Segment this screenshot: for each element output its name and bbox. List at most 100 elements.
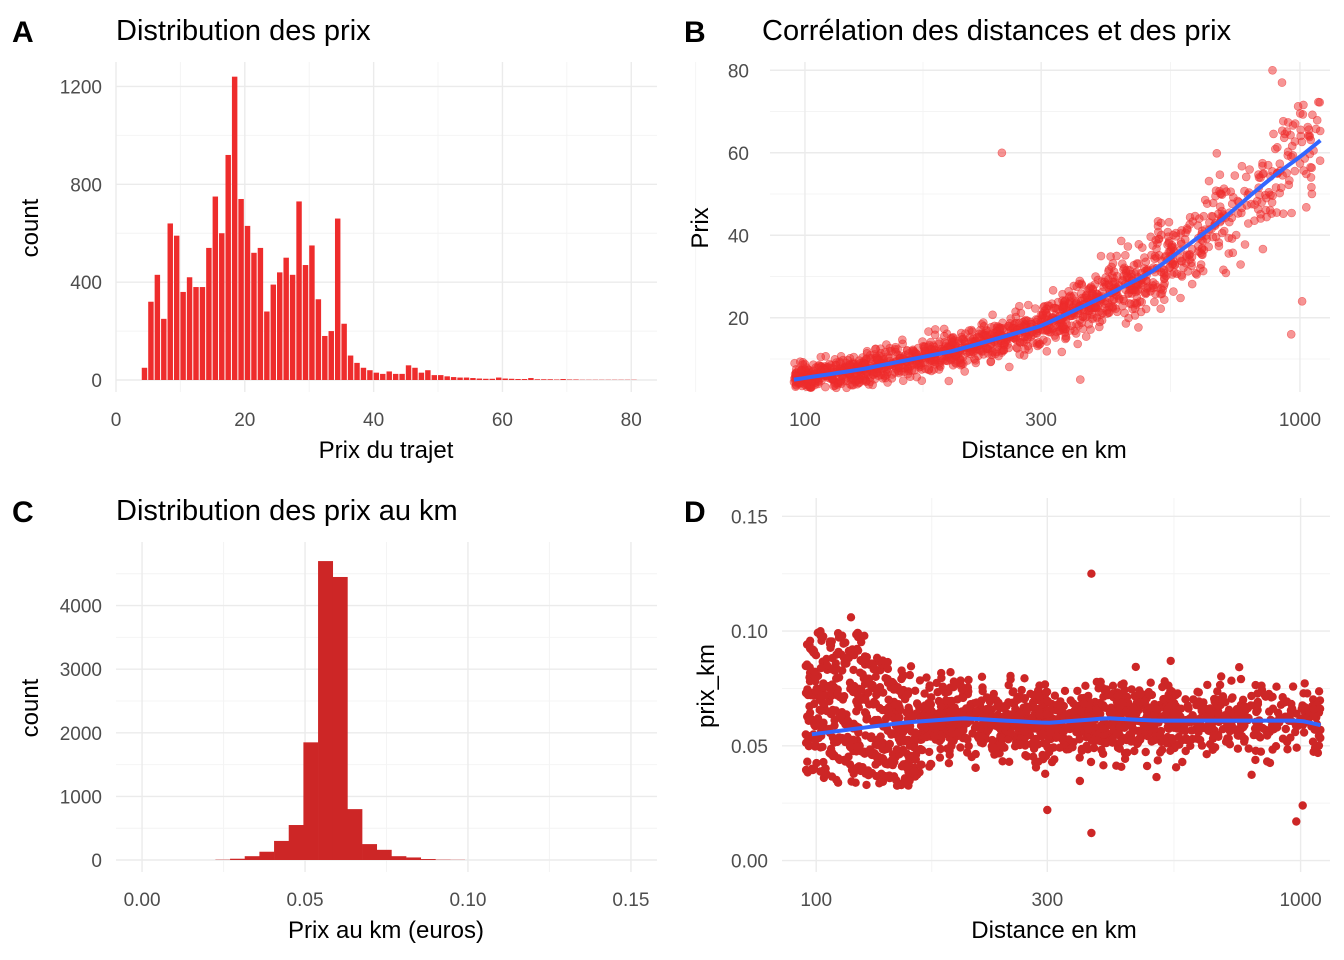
scatter-point (986, 357, 996, 366)
scatter-point (1238, 695, 1248, 704)
scatter-point (812, 758, 821, 768)
scatter-point (1215, 170, 1225, 179)
scatter-point (1156, 304, 1165, 314)
scatter-point (882, 340, 891, 349)
scatter-point (1130, 304, 1140, 313)
scatter-point (964, 675, 973, 685)
scatter-point (1314, 687, 1324, 696)
scatter-point (822, 654, 831, 664)
scatter-point (1079, 699, 1089, 708)
scatter-point (1250, 724, 1260, 733)
scatter-point (1208, 724, 1217, 733)
scatter-point (1304, 125, 1314, 134)
scatter-point (827, 637, 836, 646)
scatter-point (1045, 729, 1055, 738)
scatter-point (1049, 323, 1058, 333)
scatter-point (1176, 293, 1185, 303)
scatter-point (1004, 698, 1013, 707)
scatter-point (935, 709, 945, 718)
scatter-point (905, 670, 914, 680)
scatter-point (1031, 763, 1041, 772)
scatter-point (805, 636, 815, 645)
scatter-point (1042, 687, 1052, 697)
scatter-point (1113, 691, 1123, 700)
scatter-point (1268, 692, 1277, 701)
scatter-point (1154, 227, 1163, 237)
panel-d-y-axis-title: prix_km (693, 644, 720, 728)
scatter-point (811, 740, 820, 749)
histogram-bar (318, 561, 334, 860)
scatter-point (817, 706, 826, 715)
scatter-point (898, 670, 908, 680)
scatter-point (853, 646, 863, 655)
scatter-point (1093, 275, 1103, 285)
scatter-point (1150, 297, 1159, 307)
scatter-point (1306, 135, 1315, 145)
scatter-point (909, 752, 918, 761)
scatter-point (1295, 159, 1305, 168)
scatter-point (1124, 698, 1133, 707)
scatter-point (846, 613, 856, 622)
scatter-point (997, 148, 1007, 158)
scatter-point (1012, 343, 1022, 353)
histogram-bar (399, 373, 405, 380)
scatter-point (1116, 737, 1126, 747)
scatter-point (1091, 302, 1100, 312)
y-tick-label: 400 (70, 273, 102, 294)
scatter-point (1196, 724, 1206, 733)
histogram-bar (406, 857, 422, 860)
x-tick-label: 100 (800, 890, 832, 911)
scatter-point (1299, 689, 1308, 698)
scatter-point (1116, 236, 1126, 246)
scatter-point (1012, 335, 1021, 345)
scatter-point (1061, 334, 1070, 344)
scatter-point (883, 657, 892, 667)
scatter-point (1043, 805, 1052, 815)
x-tick-label: 0 (111, 410, 122, 431)
panel-c-grid (116, 542, 657, 872)
scatter-point (1140, 722, 1150, 731)
scatter-point (1135, 690, 1145, 699)
scatter-point (1097, 745, 1106, 755)
histogram-bar (328, 331, 334, 380)
scatter-point (977, 672, 987, 681)
scatter-point (998, 735, 1007, 744)
scatter-point (1234, 707, 1243, 716)
scatter-point (1177, 270, 1186, 280)
scatter-point (893, 780, 902, 789)
scatter-point (884, 709, 894, 718)
scatter-point (1057, 347, 1067, 357)
x-tick-label: 60 (492, 410, 513, 431)
y-tick-label: 40 (728, 226, 749, 247)
scatter-point (1221, 737, 1231, 746)
histogram-bar (354, 362, 360, 380)
histogram-bar (457, 377, 463, 380)
scatter-point (1187, 726, 1196, 735)
scatter-point (1247, 691, 1256, 701)
panel-d-x-axis-title: Distance en km (971, 917, 1136, 944)
scatter-point (1081, 332, 1091, 341)
scatter-point (883, 664, 893, 674)
scatter-point (1186, 741, 1195, 750)
y-tick-label: 2000 (60, 724, 102, 745)
scatter-point (1308, 110, 1317, 120)
scatter-point (1260, 691, 1270, 700)
scatter-point (1153, 756, 1163, 765)
scatter-point (1146, 678, 1155, 687)
scatter-point (1086, 757, 1096, 767)
scatter-point (1204, 705, 1213, 714)
scatter-point (1121, 708, 1131, 717)
scatter-point (888, 757, 897, 766)
panel-c-title: Distribution des prix au km (116, 495, 458, 527)
scatter-point (964, 326, 974, 335)
scatter-point (1285, 176, 1294, 185)
histogram-bar (244, 856, 260, 860)
scatter-point (1152, 705, 1162, 714)
panel-d-y-ticks: 0.00 0.05 0.10 0.15 (731, 507, 768, 872)
scatter-point (1150, 736, 1159, 745)
scatter-point (1256, 747, 1266, 756)
scatter-point (998, 742, 1008, 751)
histogram-bar (341, 323, 347, 380)
scatter-point (1020, 344, 1030, 354)
scatter-point (890, 699, 900, 709)
